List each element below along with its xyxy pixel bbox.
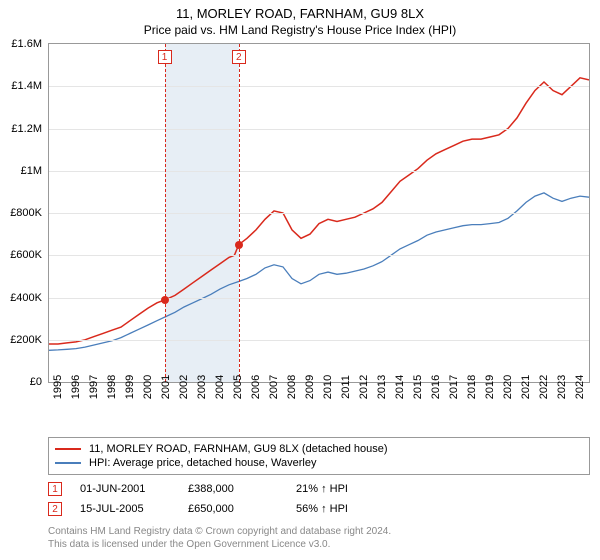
plot-area: 12 bbox=[48, 43, 590, 383]
y-tick-label: £1.2M bbox=[11, 123, 42, 135]
y-tick-label: £600K bbox=[10, 249, 42, 261]
y-tick-label: £1M bbox=[21, 165, 42, 177]
x-tick-label: 1998 bbox=[106, 375, 118, 399]
sale-dash-line bbox=[239, 44, 240, 382]
x-tick-label: 2016 bbox=[430, 375, 442, 399]
x-tick-label: 2011 bbox=[340, 375, 352, 399]
legend-item: HPI: Average price, detached house, Wave… bbox=[55, 456, 583, 470]
x-tick-label: 2010 bbox=[322, 375, 334, 399]
x-tick-label: 1999 bbox=[124, 375, 136, 399]
x-tick-label: 2003 bbox=[196, 375, 208, 399]
x-tick-label: 2023 bbox=[556, 375, 568, 399]
y-tick-label: £200K bbox=[10, 334, 42, 346]
sale-marker-icon: 2 bbox=[48, 502, 62, 516]
x-tick-label: 2007 bbox=[268, 375, 280, 399]
x-tick-label: 1995 bbox=[52, 375, 64, 399]
grid-line bbox=[49, 340, 589, 341]
x-tick-label: 2004 bbox=[214, 375, 226, 399]
legend-label: HPI: Average price, detached house, Wave… bbox=[89, 457, 316, 469]
x-tick-label: 2019 bbox=[484, 375, 496, 399]
x-tick-label: 1997 bbox=[88, 375, 100, 399]
legend-swatch bbox=[55, 462, 81, 464]
x-tick-label: 2012 bbox=[358, 375, 370, 399]
legend-label: 11, MORLEY ROAD, FARNHAM, GU9 8LX (detac… bbox=[89, 443, 388, 455]
grid-line bbox=[49, 171, 589, 172]
y-tick-label: £400K bbox=[10, 292, 42, 304]
x-tick-label: 2014 bbox=[394, 375, 406, 399]
footer-attribution: Contains HM Land Registry data © Crown c… bbox=[48, 525, 590, 551]
x-tick-label: 2009 bbox=[304, 375, 316, 399]
y-axis-labels: £0£200K£400K£600K£800K£1M£1.2M£1.4M£1.6M bbox=[0, 44, 46, 384]
grid-line bbox=[49, 298, 589, 299]
x-tick-label: 2020 bbox=[502, 375, 514, 399]
x-tick-label: 2024 bbox=[574, 375, 586, 399]
x-tick-label: 1996 bbox=[70, 375, 82, 399]
x-axis-labels: 1995199619971998199920002001200220032004… bbox=[48, 383, 590, 431]
sale-price: £650,000 bbox=[188, 503, 296, 515]
x-tick-label: 2001 bbox=[160, 375, 172, 399]
series-line bbox=[49, 193, 589, 350]
y-tick-label: £1.6M bbox=[11, 38, 42, 50]
x-tick-label: 2002 bbox=[178, 375, 190, 399]
legend-item: 11, MORLEY ROAD, FARNHAM, GU9 8LX (detac… bbox=[55, 442, 583, 456]
sale-marker-icon: 1 bbox=[48, 482, 62, 496]
x-tick-label: 2008 bbox=[286, 375, 298, 399]
x-tick-label: 2018 bbox=[466, 375, 478, 399]
x-tick-label: 2015 bbox=[412, 375, 424, 399]
grid-line bbox=[49, 213, 589, 214]
sale-price: £388,000 bbox=[188, 483, 296, 495]
y-tick-label: £1.4M bbox=[11, 80, 42, 92]
sale-point bbox=[161, 296, 169, 304]
sale-date: 01-JUN-2001 bbox=[80, 483, 188, 495]
sale-marker-box: 1 bbox=[158, 50, 172, 64]
footer-line: Contains HM Land Registry data © Crown c… bbox=[48, 525, 590, 538]
sale-change: 56% ↑ HPI bbox=[296, 503, 404, 515]
x-tick-label: 2022 bbox=[538, 375, 550, 399]
grid-line bbox=[49, 255, 589, 256]
x-tick-label: 2017 bbox=[448, 375, 460, 399]
legend: 11, MORLEY ROAD, FARNHAM, GU9 8LX (detac… bbox=[48, 437, 590, 475]
table-row: 2 15-JUL-2005 £650,000 56% ↑ HPI bbox=[48, 499, 590, 519]
y-tick-label: £0 bbox=[30, 376, 42, 388]
chart-container: 11, MORLEY ROAD, FARNHAM, GU9 8LX Price … bbox=[0, 0, 600, 560]
sale-point bbox=[235, 241, 243, 249]
sale-date: 15-JUL-2005 bbox=[80, 503, 188, 515]
series-line bbox=[49, 78, 589, 344]
y-tick-label: £800K bbox=[10, 207, 42, 219]
sale-marker-box: 2 bbox=[232, 50, 246, 64]
x-tick-label: 2005 bbox=[232, 375, 244, 399]
chart-title: 11, MORLEY ROAD, FARNHAM, GU9 8LX bbox=[0, 0, 600, 21]
grid-line bbox=[49, 129, 589, 130]
sale-change: 21% ↑ HPI bbox=[296, 483, 404, 495]
legend-swatch bbox=[55, 448, 81, 450]
x-tick-label: 2013 bbox=[376, 375, 388, 399]
footer-line: This data is licensed under the Open Gov… bbox=[48, 538, 590, 551]
x-tick-label: 2006 bbox=[250, 375, 262, 399]
sale-dash-line bbox=[165, 44, 166, 382]
chart-subtitle: Price paid vs. HM Land Registry's House … bbox=[0, 21, 600, 43]
x-tick-label: 2000 bbox=[142, 375, 154, 399]
grid-line bbox=[49, 86, 589, 87]
sales-table: 1 01-JUN-2001 £388,000 21% ↑ HPI 2 15-JU… bbox=[48, 479, 590, 519]
table-row: 1 01-JUN-2001 £388,000 21% ↑ HPI bbox=[48, 479, 590, 499]
x-tick-label: 2021 bbox=[520, 375, 532, 399]
